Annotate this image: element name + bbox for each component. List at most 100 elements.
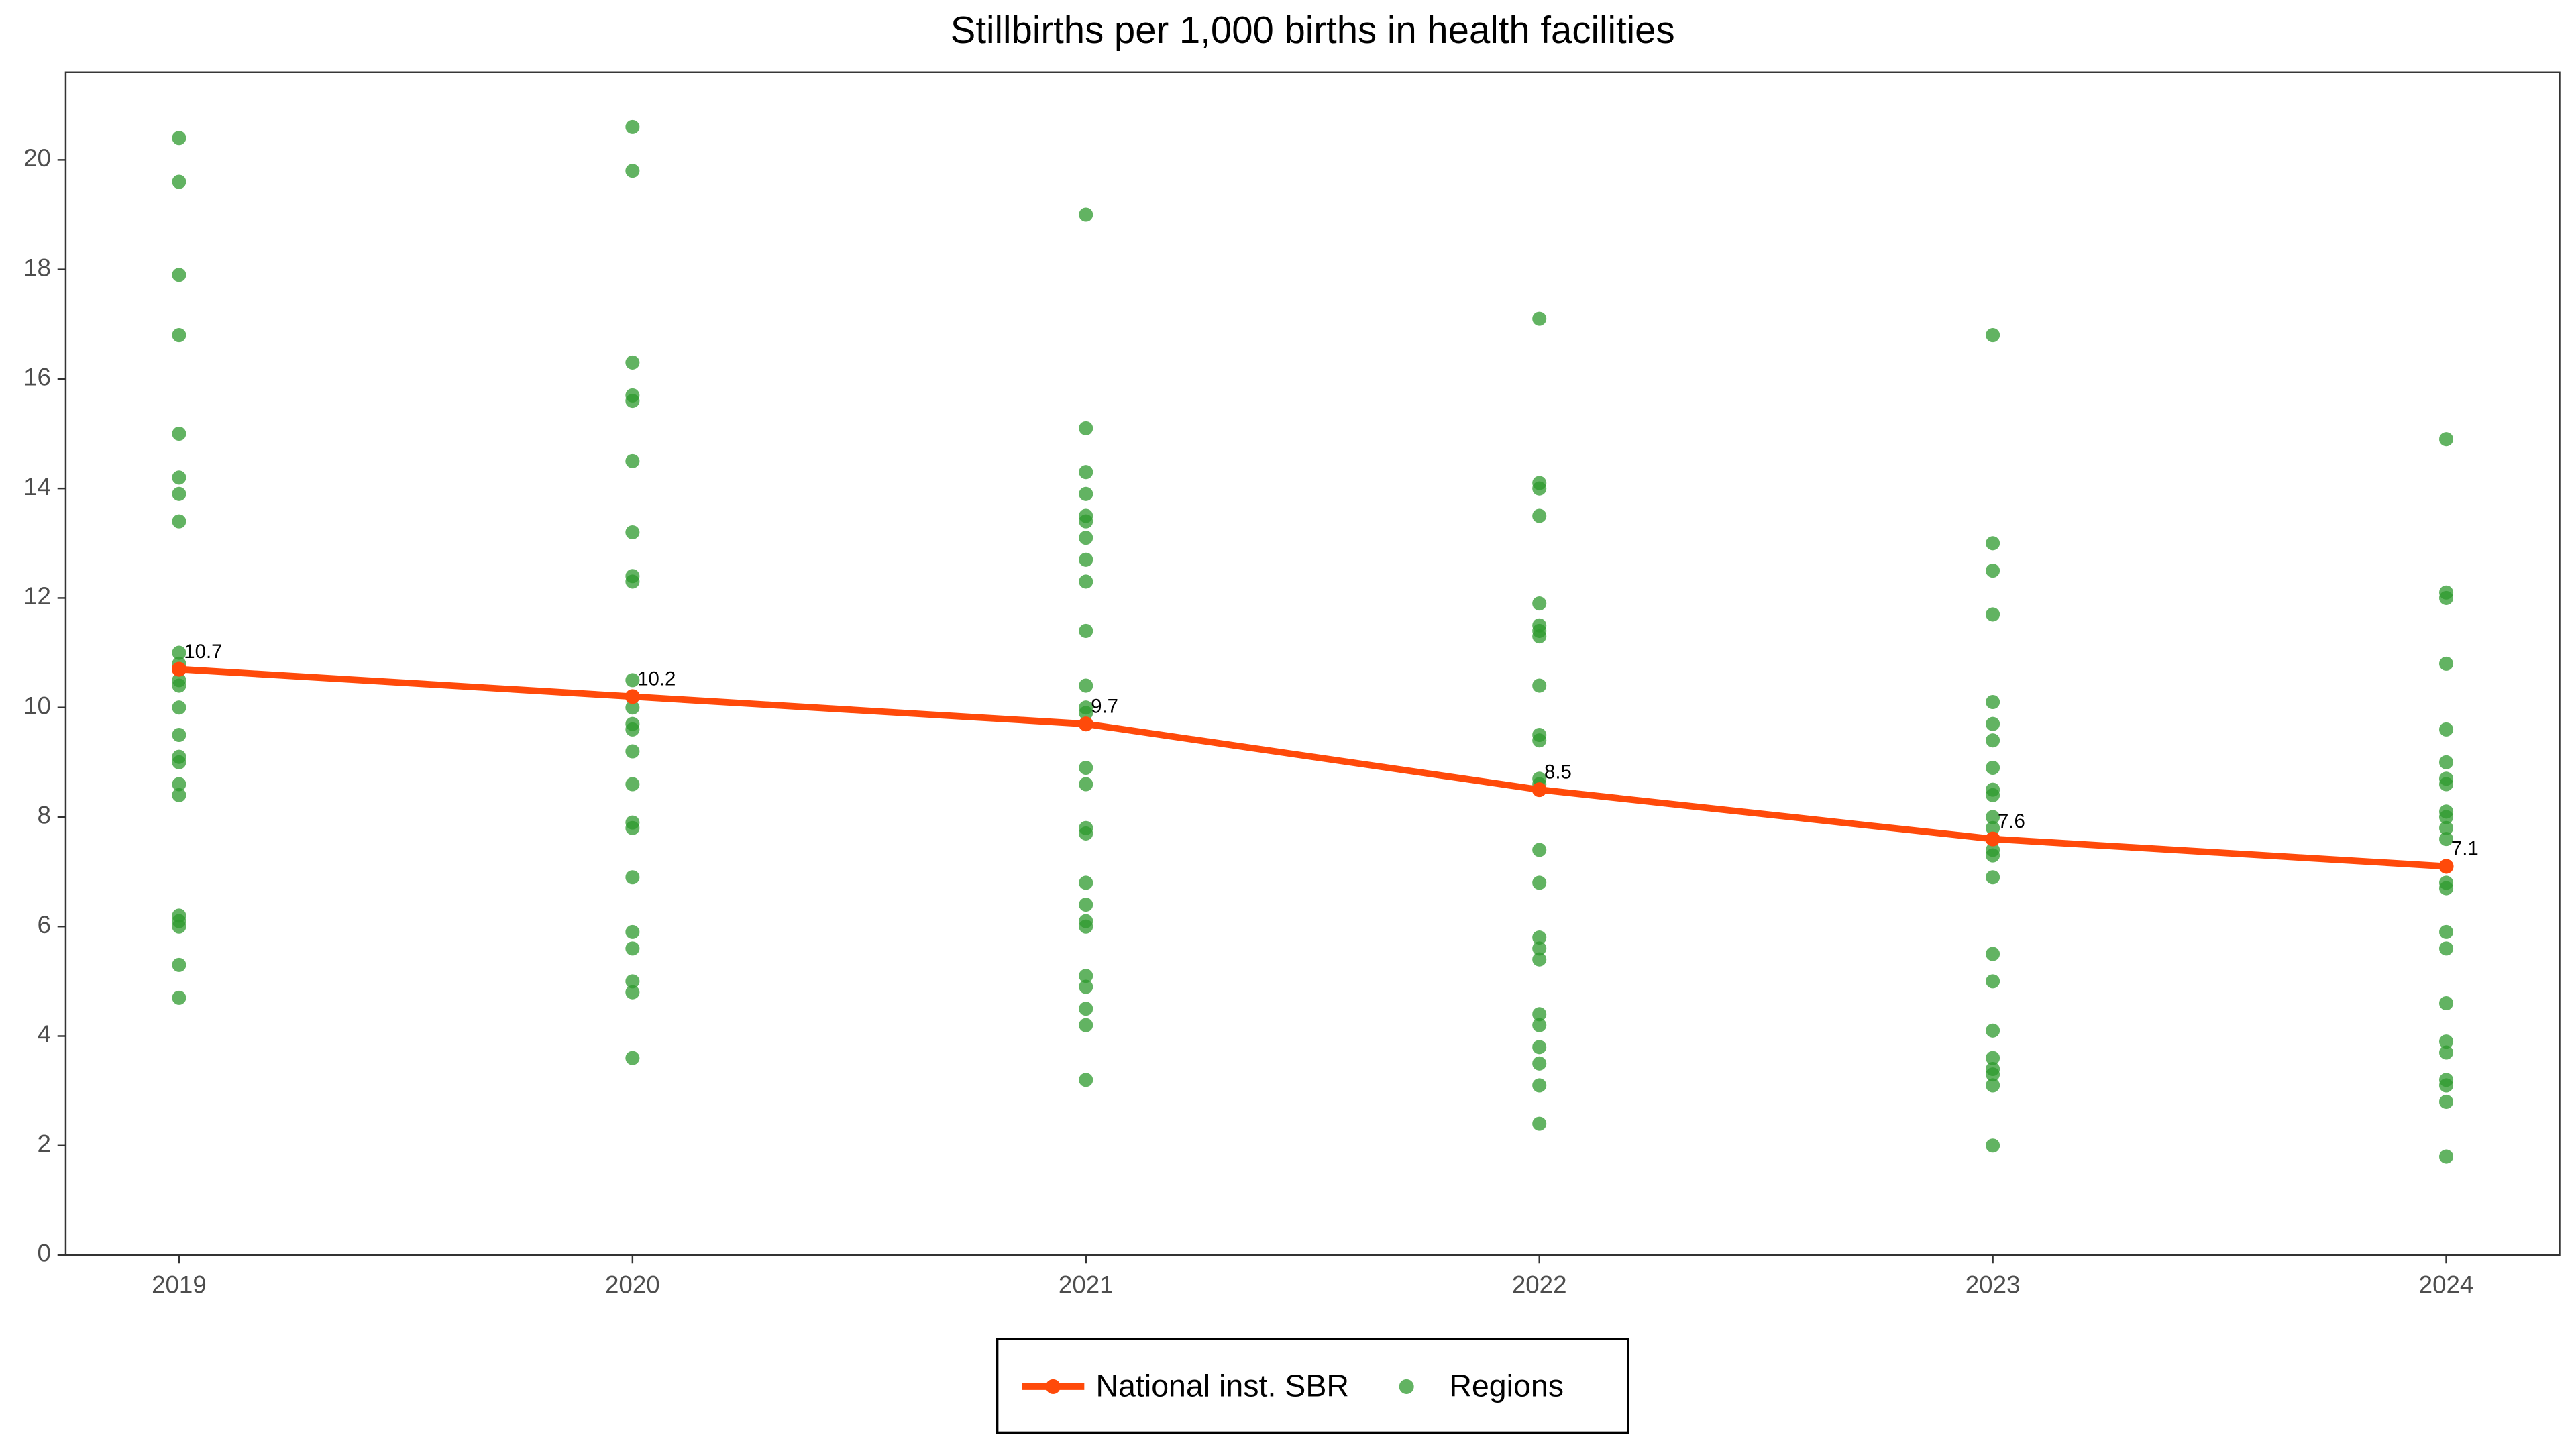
data-label: 7.6 [1998, 810, 2025, 833]
region-point [625, 164, 640, 178]
region-point [2439, 820, 2454, 835]
region-point [1079, 552, 1093, 567]
region-point [172, 777, 186, 792]
region-point [1532, 629, 1547, 644]
region-point [172, 788, 186, 802]
region-point [625, 941, 640, 956]
region-point [1079, 574, 1093, 589]
data-label: 8.5 [1544, 761, 1572, 783]
region-point [1079, 678, 1093, 693]
region-point [1079, 623, 1093, 638]
region-point [172, 486, 186, 501]
region-point [1986, 947, 2000, 961]
region-point [2439, 881, 2454, 896]
region-point [172, 427, 186, 441]
region-point [2439, 1034, 2454, 1049]
region-point [1079, 531, 1093, 545]
region-point [172, 919, 186, 934]
region-point [172, 990, 186, 1005]
region-point [1079, 777, 1093, 792]
region-point [172, 957, 186, 972]
x-tick-label: 2020 [605, 1271, 660, 1298]
region-point [2439, 924, 2454, 939]
region-point [625, 700, 640, 715]
region-point [172, 514, 186, 529]
region-point [625, 525, 640, 540]
x-tick-label: 2024 [2419, 1271, 2474, 1298]
region-point [1986, 733, 2000, 748]
region-point [1986, 810, 2000, 824]
region-point [1986, 607, 2000, 622]
region-point [2439, 777, 2454, 792]
region-point [1532, 875, 1547, 890]
region-point [1532, 1040, 1547, 1055]
region-point [172, 727, 186, 743]
region-point [172, 645, 186, 660]
x-tick-label: 2019 [152, 1271, 207, 1298]
region-point [172, 700, 186, 715]
region-point [2439, 832, 2454, 847]
region-point [1986, 820, 2000, 835]
region-point [625, 355, 640, 370]
region-point [1532, 843, 1547, 857]
region-point [1079, 898, 1093, 912]
region-point [1079, 421, 1093, 435]
plot-frame [64, 71, 2561, 1256]
region-point [172, 755, 186, 769]
region-point [1986, 848, 2000, 863]
region-point [1986, 1078, 2000, 1093]
region-point [625, 394, 640, 409]
region-point [1532, 596, 1547, 611]
y-tick-label: 14 [23, 473, 51, 500]
region-point [625, 673, 640, 688]
region-point [1079, 875, 1093, 890]
y-tick-label: 18 [23, 254, 51, 281]
data-label: 10.7 [184, 641, 222, 663]
national-point [1985, 831, 2000, 847]
region-point [1532, 678, 1547, 693]
region-point [172, 470, 186, 485]
region-point [1532, 508, 1547, 523]
region-point [172, 268, 186, 282]
region-point [2439, 1094, 2454, 1109]
region-point [1532, 481, 1547, 496]
region-point [625, 974, 640, 989]
region-point [1532, 1007, 1547, 1022]
region-point [1079, 969, 1093, 983]
region-point [1532, 733, 1547, 748]
legend-marker [1399, 1379, 1414, 1394]
region-point [1532, 311, 1547, 326]
chart-title: Stillbirths per 1,000 births in health f… [951, 9, 1675, 51]
region-point [1986, 716, 2000, 731]
data-label: 10.2 [637, 668, 676, 690]
region-point [1532, 941, 1547, 956]
region-point [1532, 1056, 1547, 1071]
region-point [2439, 1149, 2454, 1164]
region-point [1986, 536, 2000, 551]
region-point [1986, 788, 2000, 802]
region-point [625, 820, 640, 835]
region-point [2439, 722, 2454, 737]
region-point [1079, 826, 1093, 841]
y-tick-label: 8 [37, 802, 50, 829]
region-point [172, 131, 186, 146]
national-point [625, 689, 640, 704]
y-tick-label: 12 [23, 582, 51, 610]
region-point [2439, 656, 2454, 671]
region-point [1986, 870, 2000, 885]
region-point [2439, 1045, 2454, 1060]
region-point [2439, 590, 2454, 605]
region-point [2439, 1078, 2454, 1093]
national-point [171, 661, 186, 677]
national-point [1532, 782, 1547, 798]
region-point [1986, 1067, 2000, 1082]
region-point [1986, 564, 2000, 578]
x-tick-label: 2023 [1966, 1271, 2021, 1298]
data-label: 7.1 [2451, 838, 2479, 860]
region-point [1079, 919, 1093, 934]
x-tick-label: 2021 [1059, 1271, 1114, 1298]
y-tick-label: 6 [37, 911, 50, 938]
region-point [2439, 996, 2454, 1011]
